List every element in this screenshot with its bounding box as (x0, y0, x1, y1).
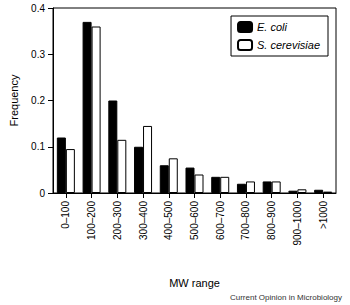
svg-text:0.3: 0.3 (31, 49, 45, 60)
svg-text:Current Opinion in Microbiolog: Current Opinion in Microbiology (230, 293, 342, 302)
svg-text:0.1: 0.1 (31, 141, 45, 152)
svg-text:800–900: 800–900 (266, 201, 277, 240)
svg-text:100–200: 100–200 (86, 201, 97, 240)
svg-text:900–1000: 900–1000 (292, 201, 303, 246)
svg-text:E. coli: E. coli (257, 21, 288, 33)
svg-text:400–500: 400–500 (163, 201, 174, 240)
svg-text:S. cerevisiae: S. cerevisiae (257, 39, 320, 51)
svg-text:>1000: >1000 (318, 201, 329, 230)
svg-text:0.2: 0.2 (31, 95, 45, 106)
svg-text:Frequency: Frequency (8, 74, 20, 126)
svg-text:300–400: 300–400 (138, 201, 149, 240)
svg-text:0: 0 (39, 188, 45, 199)
svg-text:200–300: 200–300 (112, 201, 123, 240)
svg-text:0–100: 0–100 (60, 201, 71, 229)
svg-text:700–800: 700–800 (240, 201, 251, 240)
svg-text:600–700: 600–700 (215, 201, 226, 240)
svg-text:MW range: MW range (169, 277, 220, 289)
svg-text:0.4: 0.4 (31, 3, 45, 14)
svg-text:500–600: 500–600 (189, 201, 200, 240)
